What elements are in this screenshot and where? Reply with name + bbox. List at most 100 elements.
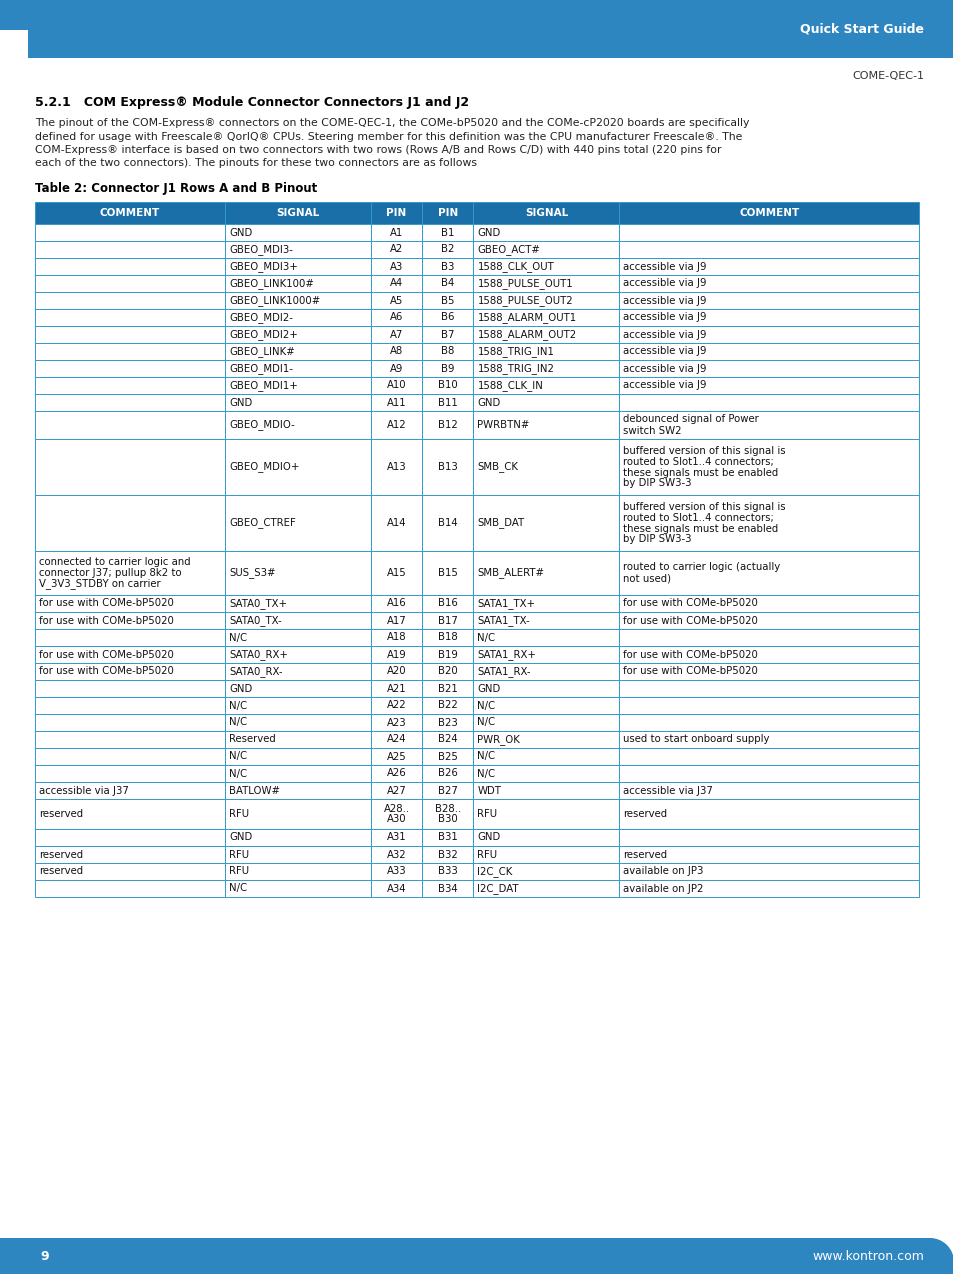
Text: SATA0_TX+: SATA0_TX+ <box>229 598 287 609</box>
Bar <box>422 292 473 310</box>
Bar <box>35 748 225 764</box>
Bar <box>35 662 225 680</box>
Bar <box>422 612 473 629</box>
Bar <box>422 782 473 799</box>
Bar <box>225 646 371 662</box>
Text: B6: B6 <box>440 312 454 322</box>
Bar <box>225 880 371 897</box>
Text: SMB_DAT: SMB_DAT <box>476 517 524 529</box>
Text: reserved: reserved <box>622 809 667 819</box>
Bar <box>0 31 28 59</box>
Text: A27: A27 <box>386 786 406 795</box>
Bar <box>371 731 422 748</box>
Text: for use with COMe-bP5020: for use with COMe-bP5020 <box>622 666 758 676</box>
Bar <box>473 343 618 361</box>
Text: 1588_ALARM_OUT1: 1588_ALARM_OUT1 <box>476 312 576 322</box>
Text: GBEO_MDI1-: GBEO_MDI1- <box>229 363 293 375</box>
Text: reserved: reserved <box>39 809 83 819</box>
Text: SATA1_RX+: SATA1_RX+ <box>476 648 536 660</box>
Text: B16: B16 <box>437 599 457 609</box>
Bar <box>225 310 371 326</box>
Text: for use with COMe-bP5020: for use with COMe-bP5020 <box>622 599 758 609</box>
Text: SATA0_RX-: SATA0_RX- <box>229 666 282 676</box>
Bar <box>422 764 473 782</box>
Bar <box>225 595 371 612</box>
Text: accessible via J9: accessible via J9 <box>622 312 706 322</box>
Bar <box>225 224 371 241</box>
Text: GBEO_MDI3+: GBEO_MDI3+ <box>229 261 297 271</box>
Bar <box>618 612 918 629</box>
Text: SATA1_RX-: SATA1_RX- <box>476 666 531 676</box>
Bar <box>371 846 422 862</box>
Bar <box>618 748 918 764</box>
Text: SATA0_TX-: SATA0_TX- <box>229 615 281 626</box>
Bar <box>473 326 618 343</box>
Text: GND: GND <box>476 683 500 693</box>
Bar <box>422 394 473 412</box>
Bar <box>371 595 422 612</box>
Bar <box>225 275 371 292</box>
Text: RFU: RFU <box>476 809 497 819</box>
Bar <box>371 799 422 829</box>
Bar <box>422 646 473 662</box>
Bar <box>35 862 225 880</box>
Text: A16: A16 <box>386 599 406 609</box>
Bar <box>35 361 225 377</box>
Bar <box>618 862 918 880</box>
Text: these signals must be enabled: these signals must be enabled <box>622 524 778 534</box>
Bar <box>618 697 918 713</box>
Bar <box>371 275 422 292</box>
Text: A19: A19 <box>386 650 406 660</box>
Text: A20: A20 <box>386 666 406 676</box>
Wedge shape <box>0 3 28 31</box>
Bar <box>473 731 618 748</box>
Bar <box>618 224 918 241</box>
Text: A25: A25 <box>386 752 406 762</box>
Text: A26: A26 <box>386 768 406 778</box>
Text: A33: A33 <box>386 866 406 877</box>
Bar <box>225 292 371 310</box>
Bar <box>473 203 618 224</box>
Bar <box>371 259 422 275</box>
Text: B15: B15 <box>437 568 457 578</box>
Bar <box>618 361 918 377</box>
Text: PIN: PIN <box>386 208 406 218</box>
Bar <box>35 731 225 748</box>
Text: GBEO_MDI3-: GBEO_MDI3- <box>229 245 293 255</box>
Text: B24: B24 <box>437 735 457 744</box>
Text: B18: B18 <box>437 632 457 642</box>
Text: GND: GND <box>229 397 252 408</box>
Text: GBEO_MDI2+: GBEO_MDI2+ <box>229 329 297 340</box>
Text: 1588_ALARM_OUT2: 1588_ALARM_OUT2 <box>476 329 576 340</box>
Text: A32: A32 <box>386 850 406 860</box>
Bar <box>473 799 618 829</box>
Bar <box>371 697 422 713</box>
Wedge shape <box>929 1238 953 1263</box>
Text: GND: GND <box>476 228 500 237</box>
Bar <box>618 241 918 259</box>
Text: by DIP SW3-3: by DIP SW3-3 <box>622 479 691 488</box>
Bar <box>422 496 473 550</box>
Text: COM-Express® interface is based on two connectors with two rows (Rows A/B and Ro: COM-Express® interface is based on two c… <box>35 145 720 155</box>
Bar <box>371 612 422 629</box>
Bar <box>371 662 422 680</box>
Bar <box>422 680 473 697</box>
Bar <box>473 829 618 846</box>
Bar <box>473 680 618 697</box>
Text: A14: A14 <box>386 519 406 527</box>
Bar <box>618 292 918 310</box>
Text: 1588_TRIG_IN1: 1588_TRIG_IN1 <box>476 347 554 357</box>
Bar <box>35 440 225 496</box>
Bar <box>371 292 422 310</box>
Bar <box>618 629 918 646</box>
Text: switch SW2: switch SW2 <box>622 426 681 436</box>
Bar <box>473 496 618 550</box>
Bar <box>473 259 618 275</box>
Bar <box>225 440 371 496</box>
Bar <box>473 292 618 310</box>
Text: GBEO_MDI2-: GBEO_MDI2- <box>229 312 293 322</box>
Bar <box>618 731 918 748</box>
Text: SATA1_TX-: SATA1_TX- <box>476 615 530 626</box>
Text: A5: A5 <box>390 296 403 306</box>
Bar <box>225 799 371 829</box>
